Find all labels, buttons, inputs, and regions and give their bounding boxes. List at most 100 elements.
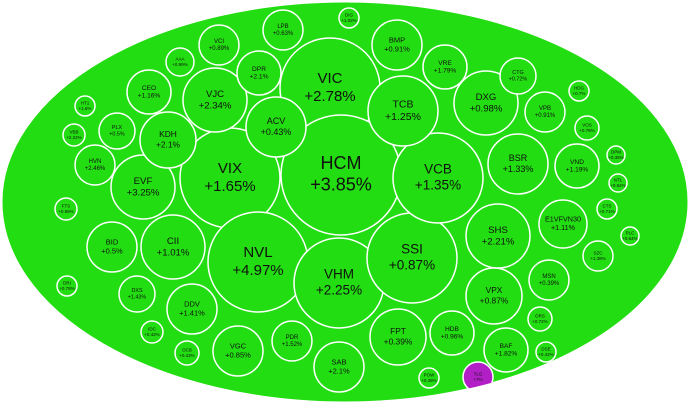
cell-ticker: VHM	[324, 266, 354, 281]
cell	[165, 47, 195, 77]
cell	[198, 24, 240, 66]
cell-change: +0.78%	[579, 128, 594, 133]
cell-change: +1.38%	[590, 256, 605, 261]
cell-change: +0.91%	[384, 44, 410, 53]
cell-ticker: VIX	[218, 160, 242, 177]
cell-change: +1.19%	[566, 167, 589, 174]
cell	[371, 19, 423, 71]
cell-ticker: PLC	[626, 230, 636, 235]
cell-ticker: PDR	[286, 335, 299, 341]
cell-ticker: HDG	[574, 85, 584, 90]
cell-change: +1.43%	[128, 295, 147, 301]
cell	[236, 50, 282, 96]
cell-change: +0.87%	[389, 258, 435, 273]
cells: VIC+2.78% HCM+3.85% VIX+1.65% NVL+4.97% VHM +…	[54, 7, 640, 393]
cell-change: +0.71%	[599, 209, 614, 214]
cell	[574, 115, 600, 141]
cell-ticker: SZC	[594, 250, 604, 255]
cell-change: +0.91%	[535, 113, 556, 119]
cell-ticker: VCI	[214, 39, 224, 45]
cell-change: +1.6%	[79, 106, 92, 111]
cell-change: +2.25%	[316, 283, 362, 298]
cell-ticker: VGC	[230, 341, 247, 350]
cell-ticker: HDB	[445, 326, 460, 333]
cell	[62, 123, 86, 147]
cell-ticker: VND	[570, 159, 584, 166]
cell	[487, 133, 549, 195]
cell-ticker: VOS	[582, 122, 592, 127]
cell-change: +1.79%	[434, 68, 457, 75]
cell-change: +0.89%	[58, 209, 73, 214]
cell-change: +0.62%	[610, 183, 625, 188]
cell-ticker: CEO	[142, 85, 156, 92]
cell-change: +1.02%	[341, 18, 356, 23]
cell-ticker: SAB	[331, 357, 346, 366]
cell-change: +3.25%	[127, 187, 160, 198]
cell	[166, 283, 218, 335]
cell	[418, 367, 440, 389]
cell	[139, 111, 197, 169]
cell-change: +4.97%	[232, 262, 283, 279]
cell-change: +0.72%	[532, 319, 547, 324]
cell-ticker: TCB	[393, 98, 414, 110]
cell-ticker: DRI	[63, 280, 71, 285]
cell-ticker: ACV	[267, 116, 286, 126]
cell	[429, 310, 475, 356]
cell-ticker: HVN	[89, 159, 102, 165]
cell-change: +2.1%	[250, 74, 269, 81]
cell-ticker: DXG	[476, 92, 497, 103]
cell	[126, 69, 172, 115]
cell	[465, 267, 523, 325]
cell-ticker: VCB	[424, 161, 452, 176]
cell	[74, 95, 96, 117]
cell-ticker: VRE	[438, 60, 452, 67]
cell-change: +1.35%	[415, 178, 461, 193]
cell-ticker: EVF	[134, 176, 153, 187]
cell-change: +0.38%	[421, 378, 436, 383]
cell-change: +1.41%	[179, 308, 205, 317]
cell-ticker: FTS	[62, 203, 71, 208]
cell-change: +0.7%	[573, 91, 586, 96]
cell-change: +1.16%	[138, 93, 161, 100]
cell	[392, 132, 484, 224]
cell-ticker: SHS	[488, 225, 508, 236]
cell-change: +0.78%	[59, 286, 74, 291]
cell-change: +0.5%	[101, 246, 123, 255]
cell	[483, 327, 529, 373]
cell-change: +2.21%	[482, 236, 515, 247]
cell-ticker: CTS	[603, 203, 612, 208]
cell-change: +0.87%	[480, 295, 509, 305]
cell-change: +2.78%	[304, 88, 355, 105]
cell-ticker: TLG	[474, 371, 483, 376]
cell-ticker: LPB	[277, 24, 288, 30]
cell	[212, 325, 264, 377]
cell-change: +0.85%	[225, 350, 251, 359]
cell-change: +0.42%	[538, 352, 553, 357]
cell-change: +0.89%	[209, 46, 230, 52]
cell-change: +0.43%	[261, 127, 292, 137]
cell	[528, 259, 570, 301]
cell-ticker: SSI	[401, 241, 423, 256]
cell	[369, 308, 427, 366]
cell	[174, 340, 200, 366]
cell	[313, 341, 365, 393]
cell-change: +1.33%	[503, 164, 534, 174]
cell-ticker: BAF	[500, 343, 513, 350]
cell-ticker: NTL	[614, 177, 623, 182]
cell-change: +1.11%	[551, 223, 576, 232]
cell	[620, 226, 640, 246]
cell-change: +1.52%	[282, 342, 303, 348]
cell-ticker: AAA	[175, 56, 184, 61]
cell	[608, 173, 628, 193]
cell	[527, 306, 553, 332]
cell	[118, 275, 156, 313]
cell-ticker: NVL	[243, 244, 272, 261]
cell-change: +1.65%	[204, 178, 255, 195]
cell-change: +0.39%	[539, 281, 560, 287]
cell-change: +1.82%	[495, 351, 518, 358]
cell	[110, 154, 176, 220]
cell	[56, 275, 78, 297]
cell	[140, 214, 206, 280]
cell-ticker: ORS	[535, 313, 545, 318]
